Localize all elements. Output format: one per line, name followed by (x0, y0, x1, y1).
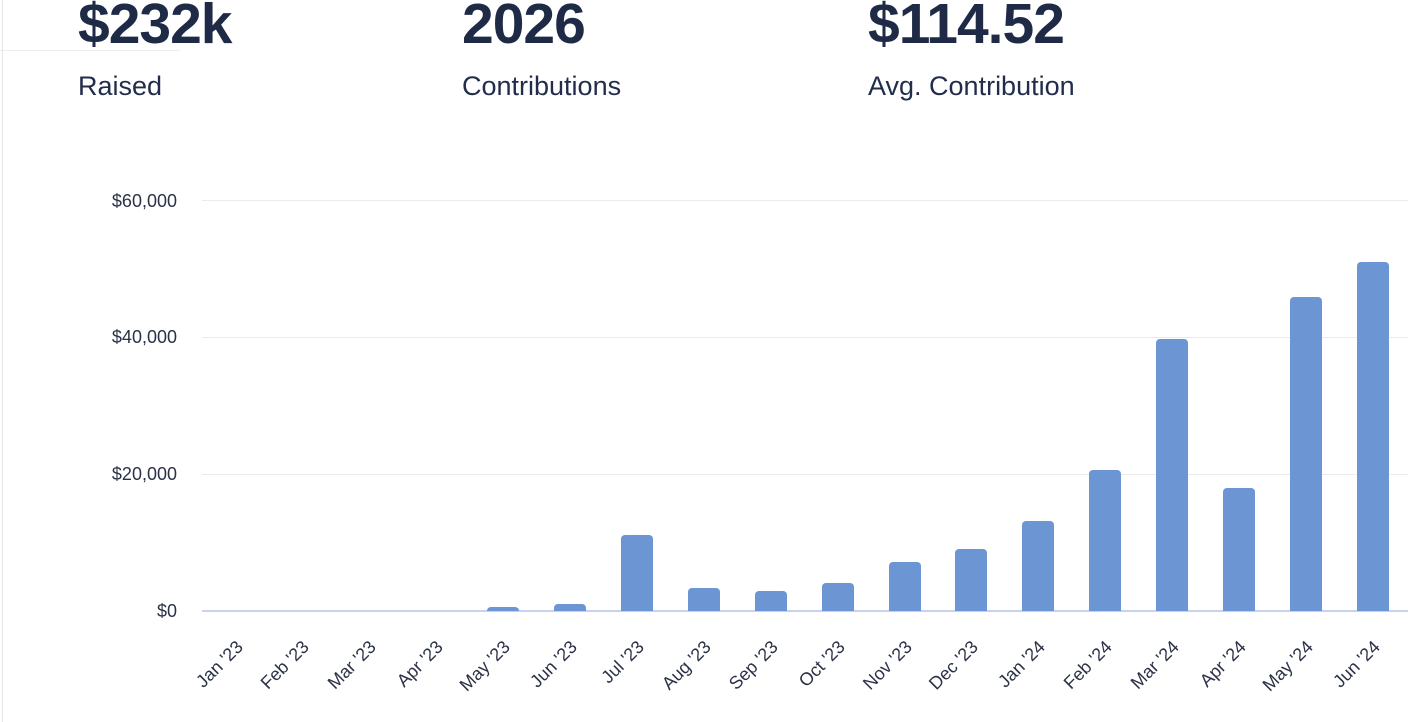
grid-line (202, 473, 1408, 475)
stat-contributions-label: Contributions (462, 71, 622, 101)
bar-jul-23[interactable] (620, 535, 653, 611)
bar-sep-23[interactable] (754, 591, 787, 611)
stat-raised-label: Raised (78, 71, 163, 101)
bar-mar-24[interactable] (1156, 339, 1189, 611)
grid-line (202, 200, 1408, 202)
y-axis-label: $0 (156, 601, 177, 621)
grid-line (202, 336, 1408, 338)
stat-contributions-value: 2026 (462, 0, 586, 56)
bar-may-23[interactable] (487, 606, 520, 611)
y-axis-label: $20,000 (111, 464, 177, 485)
bar-jun-23[interactable] (554, 604, 586, 611)
bar-aug-23[interactable] (687, 587, 720, 611)
bar-feb-24[interactable] (1089, 470, 1122, 611)
bar-jun-24[interactable] (1356, 262, 1389, 611)
stat-raised-value: $232k (78, 0, 233, 56)
x-axis-baseline (202, 610, 1408, 612)
bar-may-24[interactable] (1289, 297, 1322, 611)
left-border-line (2, 0, 3, 722)
y-axis-label: $40,000 (111, 327, 177, 348)
stat-avg-contribution-label: Avg. Contribution (868, 71, 1075, 101)
y-axis-label: $60,000 (111, 190, 177, 211)
bar-apr-24[interactable] (1223, 487, 1255, 611)
stat-avg-contribution-value: $114.52 (868, 0, 1065, 56)
header-divider-line (0, 50, 180, 51)
bar-oct-23[interactable] (821, 582, 854, 611)
bar-nov-23[interactable] (888, 561, 921, 611)
bar-jan-24[interactable] (1022, 521, 1055, 611)
bar-dec-23[interactable] (955, 548, 988, 611)
